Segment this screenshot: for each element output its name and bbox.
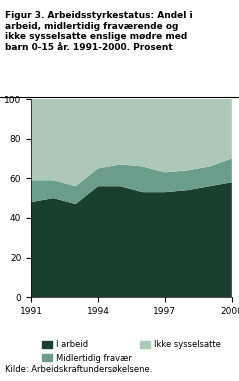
Legend: I arbeid, Midlertidig fravær, Ikke sysselsatte: I arbeid, Midlertidig fravær, Ikke sysse… bbox=[38, 337, 224, 366]
Text: Kilde: Arbeidskraftundersøkelsene.: Kilde: Arbeidskraftundersøkelsene. bbox=[5, 364, 152, 373]
Text: Figur 3. Arbeidsstyrkestatus: Andel i
arbeid, midlertidig fraværende og
ikke sys: Figur 3. Arbeidsstyrkestatus: Andel i ar… bbox=[5, 11, 192, 52]
